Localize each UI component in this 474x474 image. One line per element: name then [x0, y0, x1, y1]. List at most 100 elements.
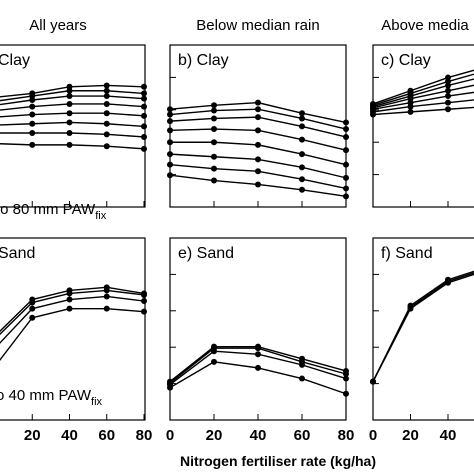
x-tick-label: 80	[136, 427, 153, 444]
panel-frame	[372, 237, 474, 421]
data-point	[66, 296, 73, 303]
data-point	[103, 120, 110, 127]
data-point	[343, 375, 349, 382]
data-point	[141, 298, 147, 305]
x-tick-label: 40	[250, 427, 267, 444]
x-tick-label: 40	[61, 427, 78, 444]
data-point	[343, 126, 349, 133]
data-point	[141, 123, 147, 130]
data-point	[29, 299, 36, 306]
data-point	[211, 126, 217, 133]
data-point	[29, 314, 36, 321]
data-point	[255, 114, 261, 121]
data-point	[299, 375, 305, 382]
panel-frame	[372, 44, 474, 208]
data-point	[255, 345, 261, 352]
column-title-all-years: All years	[29, 17, 87, 34]
data-point	[299, 361, 305, 368]
panel-label-d: Sand	[0, 245, 35, 262]
panel-f-sand-above-median: f) Sand	[370, 237, 474, 421]
data-point	[103, 82, 110, 89]
panel-label-b: b) Clay	[178, 52, 229, 69]
data-point	[141, 291, 147, 298]
data-point	[445, 87, 451, 94]
x-tick-label: 20	[24, 427, 41, 444]
data-point	[141, 112, 147, 119]
series-line-6	[372, 99, 474, 113]
data-point	[103, 305, 110, 312]
data-point	[103, 87, 110, 94]
data-point	[103, 143, 110, 150]
data-point	[211, 358, 217, 365]
data-point	[66, 305, 73, 312]
note-bottom-paw: o 40 mm PAWfix	[0, 387, 103, 408]
x-tick-label: 40	[440, 427, 457, 444]
data-point	[167, 384, 173, 391]
data-point	[299, 164, 305, 171]
data-point	[211, 102, 217, 109]
data-point	[167, 111, 173, 118]
data-point	[141, 133, 147, 140]
data-point	[343, 371, 349, 377]
data-point	[211, 348, 217, 355]
data-point	[167, 161, 173, 168]
x-tick-label: 80	[338, 427, 355, 444]
data-point	[255, 364, 261, 371]
panel-label-f: f) Sand	[381, 245, 433, 262]
x-tick-label: 20	[206, 427, 223, 444]
panel-label-c: c) Clay	[381, 52, 431, 69]
data-point	[141, 103, 147, 110]
data-point	[103, 93, 110, 100]
data-point	[343, 174, 349, 181]
panel-label-e: e) Sand	[178, 245, 234, 262]
data-point	[103, 110, 110, 117]
note-top-paw: to 80 mm PAWfix	[0, 201, 107, 222]
data-point	[343, 193, 349, 200]
data-point	[66, 93, 73, 100]
data-point	[66, 100, 73, 107]
data-point	[343, 390, 349, 397]
data-point	[299, 151, 305, 158]
data-point	[370, 111, 376, 118]
data-point	[445, 93, 451, 100]
data-point	[103, 293, 110, 300]
data-point	[211, 115, 217, 122]
data-point	[211, 153, 217, 160]
data-point	[255, 168, 261, 175]
data-point	[29, 120, 36, 127]
data-point	[66, 87, 73, 94]
data-point	[407, 108, 414, 115]
data-point	[66, 110, 73, 117]
data-point	[255, 127, 261, 134]
series-line-3	[0, 295, 145, 344]
data-point	[299, 115, 305, 122]
data-point	[343, 185, 349, 192]
data-point	[141, 95, 147, 102]
data-point	[141, 145, 147, 152]
panel-frame	[0, 237, 146, 421]
data-point	[255, 181, 261, 188]
data-point	[343, 119, 349, 126]
data-point	[255, 141, 261, 148]
data-point	[29, 141, 36, 148]
x-tick-label: 0	[369, 427, 377, 444]
data-point	[103, 131, 110, 138]
data-point	[167, 127, 173, 134]
data-point	[343, 161, 349, 168]
panel-a-clay-all-years: Clay	[0, 44, 147, 208]
x-tick-label: 0	[166, 427, 174, 444]
data-point	[66, 119, 73, 126]
panel-d-sand-all-years: Sand	[0, 237, 147, 421]
panel-b-clay-below-median: b) Clay	[167, 44, 349, 208]
data-point	[167, 106, 173, 113]
data-point	[407, 103, 414, 110]
data-point	[299, 123, 305, 130]
x-tick-label: 60	[98, 427, 115, 444]
data-point	[299, 186, 305, 193]
data-point	[299, 136, 305, 143]
data-point	[407, 305, 414, 312]
data-point	[299, 176, 305, 183]
data-point	[141, 90, 147, 97]
data-point	[343, 133, 349, 140]
